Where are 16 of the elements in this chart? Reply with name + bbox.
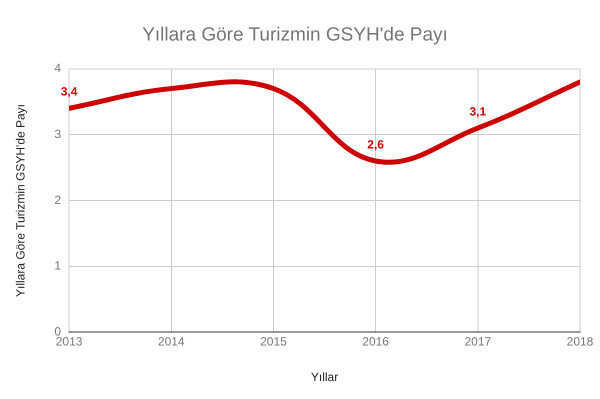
x-tick-label: 2018 bbox=[566, 334, 594, 349]
y-tick-label: 3 bbox=[54, 126, 62, 141]
x-tick-label: 2016 bbox=[362, 334, 390, 349]
x-tick-label: 2014 bbox=[158, 334, 185, 349]
x-tick-label: 2013 bbox=[56, 334, 83, 349]
chart-title: Yıllara Göre Turizmin GSYH'de Payı bbox=[142, 24, 448, 46]
data-label: 2,6 bbox=[367, 137, 384, 152]
data-label: 3,1 bbox=[469, 104, 486, 118]
x-tick-label: 2017 bbox=[464, 334, 492, 349]
y-tick-label: 1 bbox=[54, 258, 62, 273]
y-axis-title: Yıllara Göre Turizmin GSYH'de Payı bbox=[14, 104, 28, 298]
y-tick-label: 2 bbox=[54, 192, 62, 207]
data-label: 3,4 bbox=[60, 84, 78, 99]
x-tick-label: 2015 bbox=[260, 334, 288, 349]
y-tick-label: 4 bbox=[54, 61, 62, 76]
x-axis-title: Yıllar bbox=[310, 370, 338, 384]
